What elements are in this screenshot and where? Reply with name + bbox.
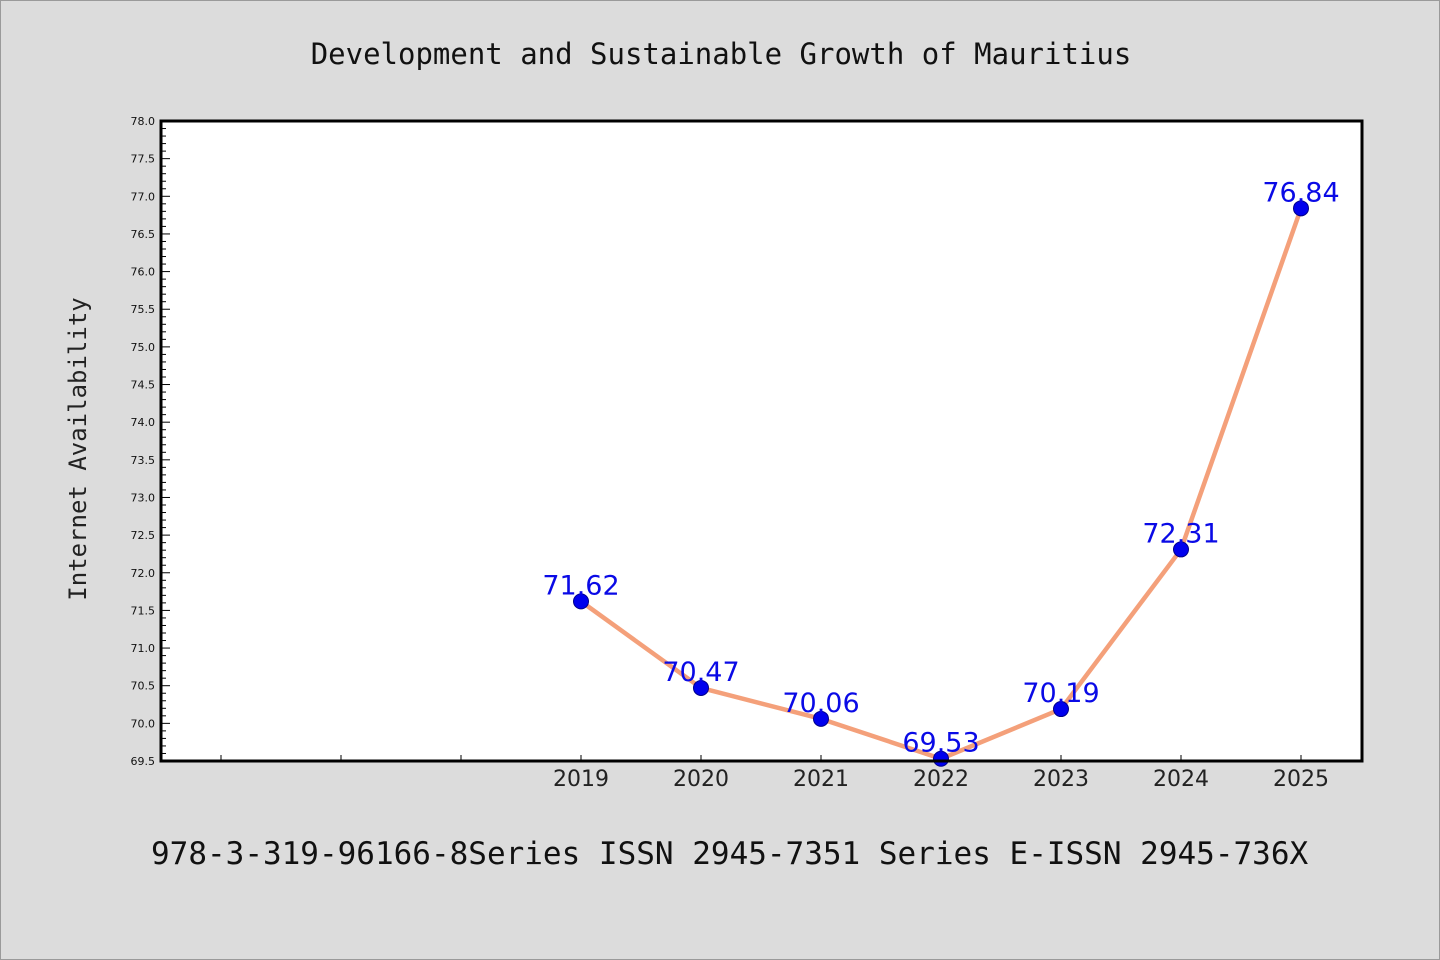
y-tick-label: 72.5 [131, 529, 156, 542]
y-tick-label: 77.0 [131, 190, 156, 203]
chart-title: Development and Sustainable Growth of Ma… [311, 37, 1132, 71]
y-tick-label: 75.0 [131, 341, 156, 354]
data-point-2019 [573, 593, 589, 610]
data-point-2023 [1053, 701, 1069, 718]
y-tick-label: 77.5 [131, 153, 156, 166]
y-tick-label: 78.0 [131, 115, 156, 128]
y-tick-label: 69.5 [131, 755, 156, 768]
y-tick-label: 72.0 [131, 567, 156, 580]
plot-border [159, 119, 1364, 763]
data-point-2024 [1173, 541, 1189, 558]
x-tick-label-2023: 2023 [1033, 767, 1089, 792]
y-tick-label: 76.0 [131, 266, 156, 279]
data-point-2025 [1293, 200, 1309, 217]
data-label-2025: 76.84 [1262, 177, 1339, 208]
y-tick-label: 73.5 [131, 454, 156, 467]
y-axis-label: Internet Availability [64, 297, 92, 600]
y-tick-label: 74.0 [131, 416, 156, 429]
data-point-2020 [693, 679, 709, 696]
x-tick-label-2020: 2020 [673, 767, 729, 792]
data-label-2023: 70.19 [1022, 678, 1099, 709]
y-tick-label: 74.5 [131, 379, 156, 392]
data-label-2021: 70.06 [782, 688, 859, 719]
series-layer: 71.62 70.47 70.06 69.53 70.19 72.31 76.84 [542, 177, 1340, 767]
x-tick-label-2025: 2025 [1273, 767, 1329, 792]
y-tick-label: 71.5 [131, 604, 156, 617]
y-tick-label: 71.0 [131, 642, 156, 655]
x-tick-label-2022: 2022 [913, 767, 969, 792]
y-tick-label: 75.5 [131, 303, 156, 316]
plot-area [161, 121, 1362, 761]
x-tick-label-2024: 2024 [1153, 767, 1209, 792]
x-axis-ticks: 2019 2020 2021 2022 2023 2024 2025 [220, 755, 1329, 792]
y-tick-label: 73.0 [131, 491, 156, 504]
y-tick-label: 70.5 [131, 680, 156, 693]
data-label-2020: 70.47 [662, 657, 739, 688]
data-point-2021 [813, 710, 829, 727]
y-tick-label: 70.0 [131, 717, 156, 730]
data-label-2022: 69.53 [902, 728, 979, 759]
x-tick-label-2019: 2019 [553, 767, 609, 792]
y-axis-ticks: 69.5 70.0 70.5 71.0 71.5 72.0 72.5 73.0 73.5 74.0… [131, 115, 170, 768]
x-tick-label-2021: 2021 [793, 767, 849, 792]
footer-text: 978-3-319-96166-8Series ISSN 2945-7351 S… [151, 836, 1308, 872]
y-tick-label: 76.5 [131, 228, 156, 241]
data-label-2024: 72.31 [1142, 518, 1219, 549]
data-label-2019: 71.62 [542, 570, 619, 601]
